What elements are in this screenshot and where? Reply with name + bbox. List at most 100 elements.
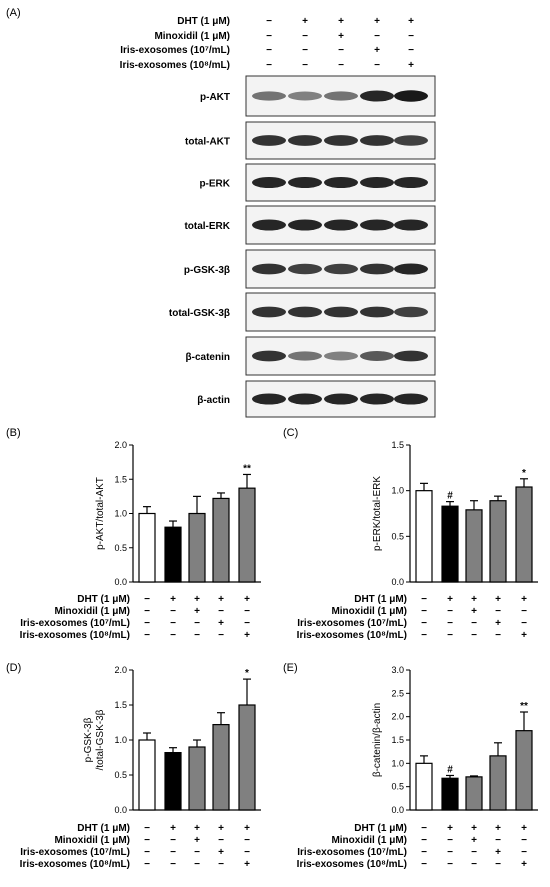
blot-band bbox=[360, 135, 394, 146]
condition-sign: + bbox=[495, 618, 501, 629]
condition-sign: + bbox=[447, 823, 453, 834]
condition-sign: − bbox=[244, 618, 250, 629]
y-tick-label: 1.0 bbox=[391, 758, 404, 768]
y-tick-label: 1.5 bbox=[391, 735, 404, 745]
blot-band bbox=[394, 393, 428, 405]
significance-mark: ** bbox=[520, 701, 528, 712]
blot-band bbox=[288, 176, 322, 189]
y-tick-label: 1.0 bbox=[114, 735, 127, 745]
bar bbox=[188, 512, 206, 583]
blot-band bbox=[252, 263, 286, 275]
bar-chart: (C) 0.0 0.5 1.0 1.5 p-ERK/total-ERK # * DHT (1 μ… bbox=[283, 427, 538, 641]
blot-band bbox=[288, 393, 322, 405]
bar-charts: (B)0.00.51.01.52.0p-AKT/total-AKT**DHT (… bbox=[6, 427, 538, 870]
blot-label: p-GSK-3β bbox=[184, 265, 230, 276]
y-tick-label: 0.0 bbox=[114, 805, 127, 815]
y-axis-label: /total-GSK-3β bbox=[95, 709, 106, 770]
condition-sign: − bbox=[218, 606, 224, 617]
bar bbox=[138, 739, 156, 811]
y-tick-label: 1.0 bbox=[114, 509, 127, 519]
condition-sign: − bbox=[338, 60, 344, 71]
condition-sign: − bbox=[144, 618, 150, 629]
condition-label: Minoxidil (1 μM) bbox=[331, 835, 407, 846]
blot-band bbox=[324, 219, 358, 231]
condition-label: Iris-exosomes (10⁷/mL) bbox=[120, 45, 230, 56]
condition-sign: + bbox=[408, 16, 414, 27]
blot-band bbox=[394, 263, 428, 275]
condition-sign: + bbox=[244, 823, 250, 834]
y-tick-label: 0.5 bbox=[391, 531, 404, 541]
condition-sign: − bbox=[302, 60, 308, 71]
blot-band bbox=[324, 393, 358, 405]
bar bbox=[164, 751, 182, 811]
bar bbox=[441, 777, 459, 811]
panel-a-label: (A) bbox=[6, 7, 21, 19]
condition-sign: − bbox=[144, 823, 150, 834]
condition-sign: + bbox=[218, 618, 224, 629]
condition-sign: + bbox=[244, 594, 250, 605]
bar bbox=[212, 497, 230, 583]
blot-band bbox=[288, 219, 322, 231]
blot-band bbox=[324, 91, 358, 101]
condition-label: Iris-exosomes (10⁷/mL) bbox=[20, 618, 130, 629]
blot-band bbox=[394, 176, 428, 189]
y-tick-label: 1.5 bbox=[114, 474, 127, 484]
condition-sign: + bbox=[521, 859, 527, 870]
condition-sign: + bbox=[495, 823, 501, 834]
blot-band bbox=[324, 263, 358, 275]
condition-sign: − bbox=[421, 847, 427, 858]
condition-sign: − bbox=[244, 606, 250, 617]
blot-band bbox=[394, 135, 428, 146]
bar-chart: (E) 0.0 0.5 1.0 1.5 2.0 2.5 3.0 β-catenin/β-acti… bbox=[283, 662, 538, 870]
condition-sign: + bbox=[471, 594, 477, 605]
bar bbox=[465, 509, 483, 583]
y-tick-label: 0.5 bbox=[391, 782, 404, 792]
blot-label: β-catenin bbox=[186, 352, 230, 363]
condition-sign: + bbox=[471, 835, 477, 846]
condition-sign: + bbox=[170, 823, 176, 834]
blot-band bbox=[252, 135, 286, 146]
bar bbox=[238, 487, 256, 583]
condition-label: Minoxidil (1 μM) bbox=[54, 835, 130, 846]
western-blot-panel: DHT (1 μM) − + + + + Minoxidil (1 μM) − − + − − Iris… bbox=[120, 16, 436, 418]
condition-sign: − bbox=[302, 31, 308, 42]
condition-sign: − bbox=[421, 618, 427, 629]
condition-label: DHT (1 μM) bbox=[354, 823, 407, 834]
y-tick-label: 3.0 bbox=[391, 665, 404, 675]
panel-label: (E) bbox=[283, 662, 298, 674]
condition-sign: + bbox=[495, 594, 501, 605]
y-tick-label: 1.0 bbox=[391, 486, 404, 496]
blot-band bbox=[288, 306, 322, 318]
condition-sign: − bbox=[194, 847, 200, 858]
condition-sign: − bbox=[170, 618, 176, 629]
blot-band bbox=[360, 393, 394, 405]
blot-band bbox=[252, 176, 286, 189]
condition-sign: + bbox=[471, 606, 477, 617]
blot-band bbox=[324, 135, 358, 146]
blot-label: total-AKT bbox=[185, 137, 230, 148]
condition-label: Minoxidil (1 μM) bbox=[331, 606, 407, 617]
bar-chart: (D) 0.0 0.5 1.0 1.5 2.0 p-GSK-3β/total-GSK-3β *… bbox=[6, 662, 261, 870]
condition-sign: − bbox=[495, 835, 501, 846]
bar bbox=[212, 723, 230, 811]
condition-sign: − bbox=[374, 60, 380, 71]
condition-sign: − bbox=[447, 630, 453, 641]
condition-sign: − bbox=[447, 606, 453, 617]
condition-sign: + bbox=[338, 31, 344, 42]
condition-sign: + bbox=[521, 594, 527, 605]
blot-label: β-actin bbox=[197, 395, 230, 406]
blot-band bbox=[288, 263, 322, 275]
significance-mark: * bbox=[522, 468, 526, 479]
condition-label: Minoxidil (1 μM) bbox=[154, 31, 230, 42]
significance-mark: ** bbox=[243, 463, 251, 474]
condition-sign: − bbox=[266, 16, 272, 27]
condition-sign: − bbox=[447, 859, 453, 870]
condition-sign: + bbox=[495, 847, 501, 858]
condition-sign: − bbox=[338, 45, 344, 56]
blot-band bbox=[360, 351, 394, 361]
bar bbox=[188, 746, 206, 811]
condition-sign: − bbox=[495, 859, 501, 870]
condition-sign: + bbox=[521, 823, 527, 834]
condition-sign: − bbox=[521, 835, 527, 846]
blot-band bbox=[288, 91, 322, 101]
